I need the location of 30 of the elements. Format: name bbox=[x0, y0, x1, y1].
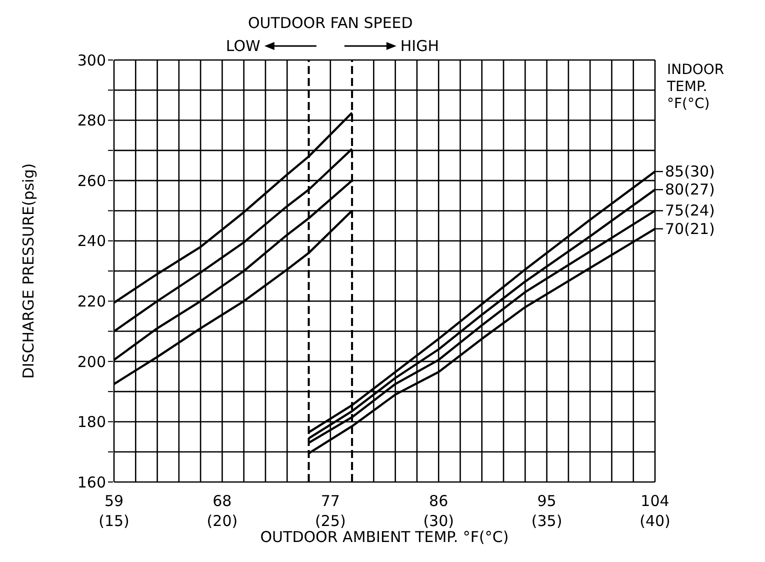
y-tick-label: 240 bbox=[77, 232, 106, 250]
x-tick-label: 95 bbox=[537, 492, 556, 510]
x2-tick-label: (35) bbox=[531, 512, 562, 530]
text: HIGH bbox=[400, 37, 440, 55]
legend-label: 80(27) bbox=[665, 180, 715, 199]
x-tick-label: 77 bbox=[320, 492, 340, 510]
x-axis-title: OUTDOOR AMBIENT TEMP. °F(°C) bbox=[260, 528, 509, 546]
legend-label: 85(30) bbox=[665, 162, 715, 181]
y-tick-label: 260 bbox=[77, 172, 106, 190]
x-tick-label: 59 bbox=[104, 492, 124, 510]
legend-label: 70(21) bbox=[665, 220, 715, 238]
y-tick-label: 300 bbox=[77, 51, 106, 70]
y-axis-title: DISCHARGE PRESSURE(psig) bbox=[19, 163, 38, 379]
x-tick-label: 86 bbox=[429, 492, 448, 510]
x2-tick-label: (40) bbox=[640, 512, 670, 530]
y-tick-label: 280 bbox=[77, 112, 106, 130]
y-tick-label: 220 bbox=[77, 292, 106, 310]
x2-tick-label: (20) bbox=[206, 512, 238, 530]
y-tick-label: 160 bbox=[77, 473, 106, 492]
text: OUTDOOR FAN SPEED bbox=[248, 14, 413, 32]
x2-tick-label: (15) bbox=[98, 512, 130, 530]
x-tick-label: 104 bbox=[640, 492, 670, 510]
legend-title: INDOOR TEMP. °F(°C) bbox=[666, 62, 724, 112]
y-tick-label: 200 bbox=[77, 352, 106, 371]
x-tick-label: 68 bbox=[212, 492, 232, 510]
text: LOW bbox=[226, 37, 261, 55]
x2-tick-label: (25) bbox=[315, 512, 346, 530]
x2-tick-label: (30) bbox=[423, 512, 454, 530]
y-tick-label: 180 bbox=[77, 413, 106, 432]
legend-label: 75(24) bbox=[665, 202, 715, 220]
